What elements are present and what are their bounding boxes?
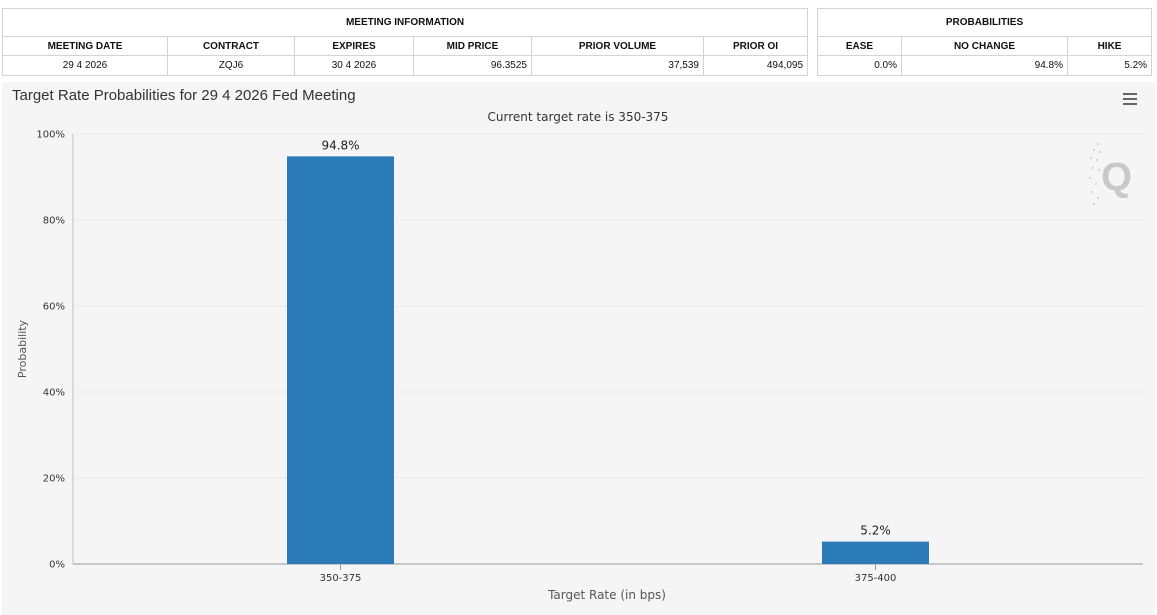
prior-oi-value: 494,095 bbox=[702, 55, 809, 76]
x-tick-label: 350-375 bbox=[320, 573, 362, 584]
chart-panel: 0% 20% 40% 60% 80% 100% 94.8% 350-375 5.2% 375-40… bbox=[2, 82, 1155, 615]
y-tick-label: 80% bbox=[43, 216, 65, 227]
probabilities-header: PROBABILITIES bbox=[816, 8, 1153, 37]
col-contract: CONTRACT bbox=[167, 36, 295, 56]
probabilities-table: PROBABILITIES EASE NO CHANGE HIKE 0.0% 9… bbox=[816, 8, 1153, 76]
y-tick-label: 100% bbox=[36, 130, 65, 141]
y-tick-label: 40% bbox=[43, 388, 65, 399]
watermark-letter: Q bbox=[1101, 155, 1132, 199]
expires-value: 30 4 2026 bbox=[294, 55, 414, 76]
x-tick-label: 375-400 bbox=[855, 573, 897, 584]
no-change-value: 94.8% bbox=[901, 55, 1068, 76]
data-label: 94.8% bbox=[321, 138, 359, 152]
y-tick-label: 20% bbox=[43, 474, 65, 485]
meeting-date-value: 29 4 2026 bbox=[2, 55, 168, 76]
col-ease: EASE bbox=[817, 36, 902, 56]
q-logo-watermark: Q bbox=[1088, 142, 1132, 206]
data-label: 5.2% bbox=[860, 524, 891, 538]
col-prior-oi: PRIOR OI bbox=[702, 36, 809, 56]
ease-value: 0.0% bbox=[817, 55, 902, 76]
contract-value: ZQJ6 bbox=[167, 55, 295, 76]
col-no-change: NO CHANGE bbox=[901, 36, 1068, 56]
y-axis-title: Probability bbox=[16, 319, 29, 378]
y-tick-label: 0% bbox=[49, 560, 65, 571]
col-hike: HIKE bbox=[1066, 36, 1153, 56]
col-prior-volume: PRIOR VOLUME bbox=[531, 36, 704, 56]
table-row: 0.0% 94.8% 5.2% bbox=[817, 55, 1153, 76]
meeting-information-table: MEETING INFORMATION MEETING DATE CONTRAC… bbox=[1, 8, 809, 76]
mid-price-value: 96.3525 bbox=[413, 55, 532, 76]
hike-value: 5.2% bbox=[1066, 55, 1153, 76]
chart-title: Target Rate Probabilities for 29 4 2026 … bbox=[12, 87, 356, 104]
chart-subtitle: Current target rate is 350-375 bbox=[488, 110, 669, 124]
bar-375-400 bbox=[822, 541, 929, 564]
hamburger-menu-icon[interactable] bbox=[1123, 93, 1137, 105]
col-meeting-date: MEETING DATE bbox=[2, 36, 168, 56]
prior-volume-value: 37,539 bbox=[531, 55, 704, 76]
meeting-information-header: MEETING INFORMATION bbox=[1, 8, 809, 37]
y-tick-label: 60% bbox=[43, 302, 65, 313]
x-axis-title: Target Rate (in bps) bbox=[547, 588, 666, 602]
bar-chart: 0% 20% 40% 60% 80% 100% 94.8% 350-375 5.2% 375-40… bbox=[16, 110, 1143, 602]
col-mid-price: MID PRICE bbox=[413, 36, 532, 56]
col-expires: EXPIRES bbox=[294, 36, 414, 56]
table-row: 29 4 2026 ZQJ6 30 4 2026 96.3525 37,539 … bbox=[2, 55, 809, 76]
bar-350-375 bbox=[287, 156, 394, 565]
